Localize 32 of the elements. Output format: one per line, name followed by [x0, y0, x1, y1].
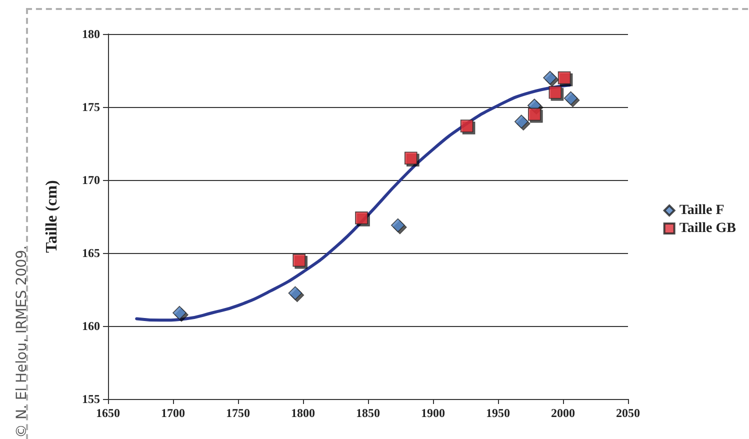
point — [558, 71, 571, 84]
x-tick-label: 1950 — [486, 406, 510, 420]
point — [288, 286, 302, 300]
point — [548, 86, 562, 99]
x-tick-label: 1850 — [356, 406, 380, 420]
point — [404, 152, 418, 164]
x-tick-label: 1650 — [96, 406, 120, 420]
x-tick-label: 1750 — [226, 406, 250, 420]
y-tick-label: 175 — [82, 100, 100, 114]
point — [460, 120, 474, 132]
x-tick-label: 2050 — [616, 406, 640, 420]
y-tick-label: 155 — [82, 392, 100, 406]
x-tick-label: 2000 — [551, 406, 575, 420]
point — [514, 114, 528, 128]
legend-label: Taille F — [679, 203, 724, 218]
legend-label: Taille GB — [679, 221, 736, 236]
y-tick-label: 180 — [82, 27, 100, 41]
point — [564, 91, 578, 106]
x-tick-label: 1700 — [161, 406, 185, 420]
x-tick-label: 1800 — [291, 406, 315, 420]
x-tick-label: 1900 — [421, 406, 445, 420]
text: © N. El Helou, IRMES 2009. — [14, 245, 30, 438]
y-tick-label: 160 — [82, 319, 100, 333]
point — [391, 218, 405, 232]
point — [172, 306, 186, 320]
y-tick-label: 165 — [82, 246, 100, 260]
y-axis-title: Taille (cm) — [44, 180, 60, 253]
point — [528, 108, 541, 121]
point — [355, 212, 368, 224]
y-tick-label: 170 — [82, 173, 100, 187]
point — [292, 254, 306, 267]
point — [543, 70, 557, 85]
